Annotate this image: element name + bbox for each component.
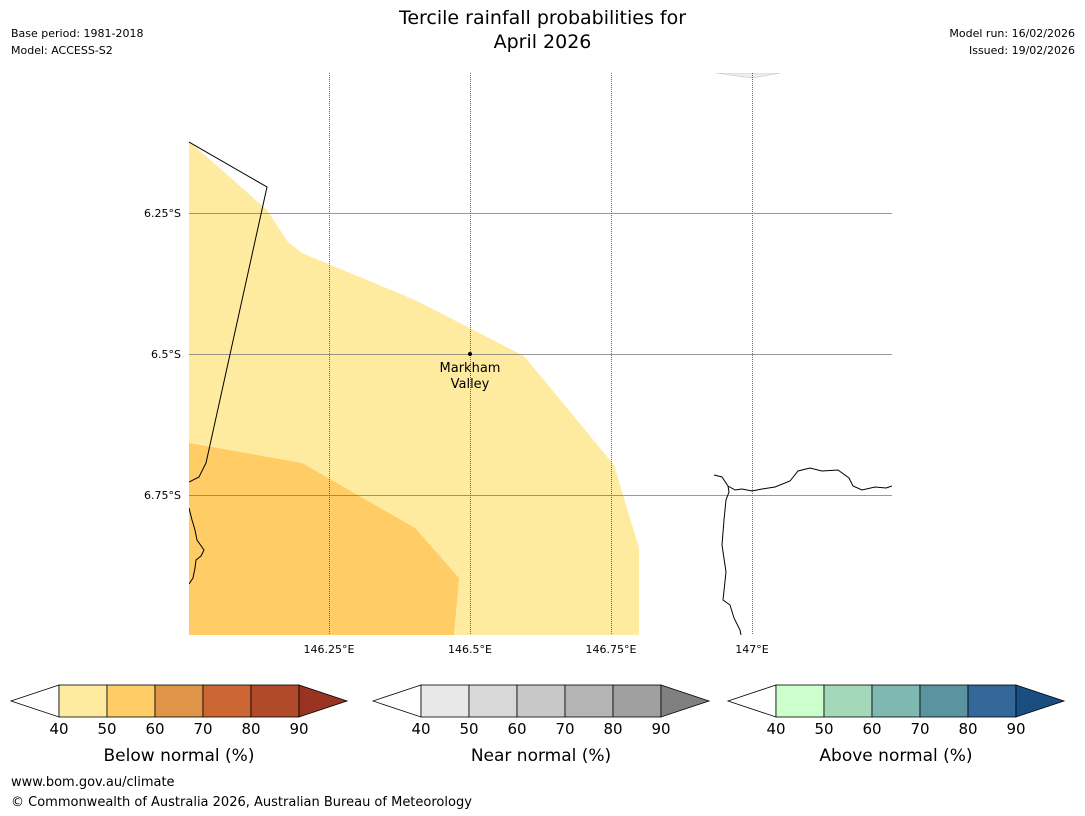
colorbar-near-tick: 80 [603,720,622,738]
lon-label-146-25: 146.25°E [304,643,355,656]
colorbar-above-label: Above normal (%) [819,746,972,766]
colorbar-above-tick: 70 [910,720,929,738]
place-label-line2: Valley [451,377,490,392]
colorbar-above-segment-70 [919,684,969,718]
colorbar-above-tick: 90 [1006,720,1025,738]
region-near-fragment [715,73,781,79]
colorbar-below-segment-40 [58,684,108,718]
colorbar-above-tick: 80 [958,720,977,738]
colorbar-below-segment-60 [154,684,204,718]
model-run-text: Model run: 16/02/2026 [949,27,1075,40]
colorbar-above-tick: 50 [814,720,833,738]
colorbar-near-segment-70 [564,684,614,718]
base-period-text: Base period: 1981-2018 [11,27,144,40]
model-text: Model: ACCESS-S2 [11,44,113,57]
colorbar-above-segment-80 [967,684,1017,718]
colorbar-near-segment-80 [612,684,662,718]
parallels [189,213,892,496]
title-line-1: Tercile rainfall probabilities for [398,7,687,29]
colorbar-below-over-arrow [298,684,349,718]
lat-label-6-25: 6.25°S [144,207,181,220]
footer-url: www.bom.gov.au/climate [11,775,175,790]
lon-label-147: 147°E [735,643,768,656]
colorbar-near-label: Near normal (%) [471,746,611,766]
colorbar-below-segment-80 [250,684,300,718]
lat-label-6-75: 6.75°S [144,489,181,502]
colorbar-below-under-arrow [9,684,60,718]
province-boundary [189,141,268,483]
colorbar-above-segment-40 [775,684,825,718]
colorbar-near-tick: 60 [507,720,526,738]
colorbar-near-segment-40 [420,684,470,718]
colorbar-below-tick: 40 [49,720,68,738]
colorbar-below-segment-50 [106,684,156,718]
lat-label-6-5: 6.5°S [151,348,181,361]
colorbar-near-under-arrow [371,684,422,718]
colorbar-below-tick: 90 [289,720,308,738]
colorbar-below-tick: 50 [97,720,116,738]
colorbar-above: 40 50 60 70 80 90 Above normal (%) [726,684,1066,766]
chart-title: Tercile rainfall probabilities for April… [0,6,1085,54]
colorbar-above-segment-60 [871,684,921,718]
title-line-2: April 2026 [493,31,592,53]
issued-text: Issued: 19/02/2026 [968,44,1075,57]
lon-label-146-75: 146.75°E [586,643,637,656]
colorbar-near-tick: 50 [459,720,478,738]
colorbar-below: 40 50 60 70 80 90 Below normal (%) [9,684,349,766]
header-meta-right: Model run: 16/02/2026 Issued: 19/02/2026 [949,25,1075,59]
colorbar-below-tick: 80 [241,720,260,738]
colorbar-below-tick: 60 [145,720,164,738]
colorbar-near-tick: 70 [555,720,574,738]
colorbar-below-segment-70 [202,684,252,718]
colorbar-near-tick: 40 [411,720,430,738]
region-below-50-60 [189,443,459,635]
colorbar-near-tick: 90 [651,720,670,738]
colorbar-above-over-arrow [1015,684,1066,718]
colorbar-above-segment-50 [823,684,873,718]
colorbar-above-tick: 40 [766,720,785,738]
colorbar-below-tick: 70 [193,720,212,738]
lon-label-146-5: 146.5°E [448,643,492,656]
coastline-east [713,467,892,635]
place-label-line1: Markham [440,361,501,376]
colorbar-below-label: Below normal (%) [104,746,255,766]
colorbar-near-segment-60 [516,684,566,718]
colorbar-above-tick: 60 [862,720,881,738]
coastline-west [189,507,205,585]
colorbars: 40 50 60 70 80 90 Below normal (%) 40 50 60 70 80 90… [9,684,1066,766]
footer-copyright: © Commonwealth of Australia 2026, Austra… [11,795,472,810]
colorbar-above-under-arrow [726,684,777,718]
markham-valley-marker [468,352,472,356]
colorbar-near-segment-50 [468,684,518,718]
colorbar-near-over-arrow [660,684,711,718]
header-meta-left: Base period: 1981-2018 Model: ACCESS-S2 [11,25,143,59]
colorbar-near: 40 50 60 70 80 90 Near normal (%) [371,684,711,766]
